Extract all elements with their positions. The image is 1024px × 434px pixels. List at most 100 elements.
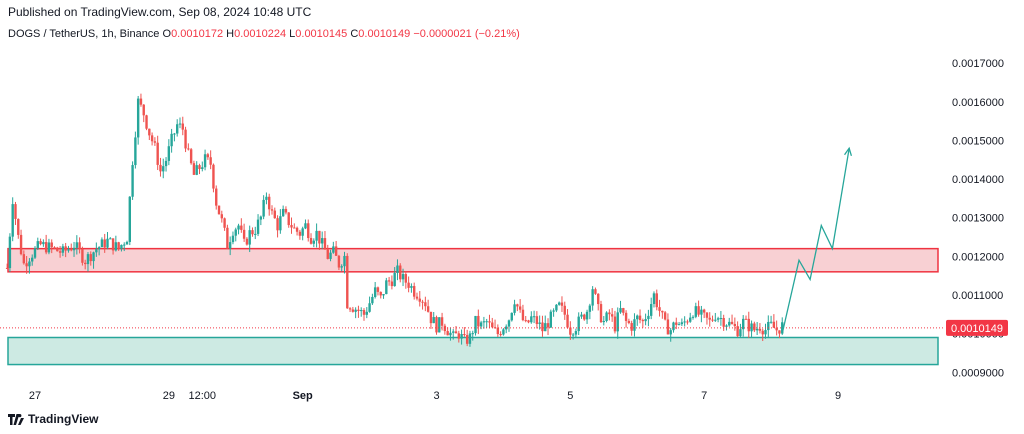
candle-body bbox=[443, 325, 447, 332]
candle-body bbox=[368, 303, 371, 312]
low-value: 0.0010145 bbox=[295, 28, 348, 40]
candle-body bbox=[109, 238, 112, 240]
candle-body bbox=[675, 322, 678, 325]
candle-body bbox=[379, 291, 382, 296]
high-value: 0.0010224 bbox=[234, 28, 287, 40]
candle-body bbox=[42, 242, 45, 245]
candle-body bbox=[142, 104, 145, 116]
candle-body bbox=[343, 255, 346, 267]
candle-body bbox=[566, 314, 569, 328]
candle-body bbox=[569, 327, 572, 335]
candle-body bbox=[755, 328, 759, 331]
y-tick-label: 0.0016000 bbox=[952, 97, 1004, 109]
candle-body bbox=[382, 294, 385, 296]
candle-body bbox=[50, 242, 53, 248]
candle-body bbox=[655, 293, 658, 308]
candle-body bbox=[156, 142, 159, 165]
candle-body bbox=[136, 98, 140, 138]
candle-body bbox=[730, 321, 734, 324]
candle-body bbox=[775, 327, 778, 331]
candle-body bbox=[641, 320, 645, 322]
candle-body bbox=[758, 328, 762, 331]
candle-body bbox=[421, 301, 424, 303]
candle-body bbox=[153, 141, 157, 143]
candle-body bbox=[192, 163, 196, 175]
projection-path bbox=[781, 148, 850, 334]
candle-body bbox=[162, 166, 165, 172]
candle-body bbox=[39, 241, 42, 245]
candle-body bbox=[535, 316, 539, 325]
candle-body bbox=[429, 311, 433, 324]
candle-body bbox=[320, 238, 324, 244]
candle-body bbox=[8, 236, 12, 269]
x-tick-label: 9 bbox=[835, 390, 841, 402]
candle-body bbox=[262, 199, 265, 217]
candle-body bbox=[549, 311, 553, 328]
candle-body bbox=[217, 205, 221, 215]
candle-body bbox=[114, 242, 118, 251]
candle-body bbox=[663, 312, 667, 320]
candle-body bbox=[273, 210, 276, 219]
candle-body bbox=[485, 321, 488, 323]
candle-body bbox=[78, 242, 81, 250]
x-tick-label: 5 bbox=[567, 390, 573, 402]
candle-body bbox=[70, 249, 73, 251]
candle-body bbox=[315, 230, 318, 241]
candle-body bbox=[175, 124, 179, 134]
candle-body bbox=[769, 321, 773, 323]
candle-body bbox=[454, 331, 458, 334]
candle-body bbox=[610, 314, 614, 317]
candle-body bbox=[680, 322, 684, 325]
candle-body bbox=[761, 330, 764, 335]
candle-body bbox=[524, 320, 527, 322]
candle-body bbox=[234, 229, 237, 236]
candle-body bbox=[714, 319, 717, 321]
candle-body bbox=[608, 312, 611, 315]
candle-body bbox=[767, 321, 770, 331]
candle-body bbox=[513, 304, 516, 313]
candle-body bbox=[399, 265, 402, 280]
candle-body bbox=[499, 334, 502, 336]
x-tick-label: 3 bbox=[433, 390, 439, 402]
candle-body bbox=[240, 225, 243, 230]
candle-body bbox=[215, 188, 218, 206]
candle-body bbox=[134, 137, 137, 166]
candle-body bbox=[521, 309, 525, 321]
candle-body bbox=[187, 148, 190, 150]
candle-body bbox=[401, 274, 405, 280]
candle-body bbox=[287, 212, 290, 226]
candle-body bbox=[67, 249, 70, 251]
candle-body bbox=[479, 322, 483, 327]
candle-body bbox=[627, 320, 631, 324]
candle-body bbox=[711, 319, 714, 321]
y-tick-label: 0.0015000 bbox=[952, 135, 1004, 147]
published-info: Published on TradingView.com, Sep 08, 20… bbox=[8, 5, 312, 19]
candle-body bbox=[541, 322, 544, 332]
candle-body bbox=[228, 242, 232, 249]
candle-body bbox=[753, 323, 756, 331]
change-value: −0.0000021 (−0.21%) bbox=[413, 28, 520, 40]
candle-body bbox=[396, 265, 399, 273]
candle-body bbox=[307, 223, 310, 239]
candle-body bbox=[17, 218, 20, 235]
candle-body bbox=[778, 330, 781, 334]
close-value: 0.0010149 bbox=[358, 28, 411, 40]
candle-body bbox=[577, 316, 580, 332]
candle-body bbox=[613, 316, 617, 332]
candle-body bbox=[594, 289, 597, 294]
candle-body bbox=[309, 238, 313, 244]
x-tick-label: 27 bbox=[29, 390, 41, 402]
close-label: C bbox=[350, 28, 359, 40]
candle-body bbox=[432, 317, 435, 324]
candle-body bbox=[226, 227, 229, 249]
candle-body bbox=[117, 242, 120, 249]
candle-body bbox=[652, 293, 656, 305]
candle-body bbox=[120, 244, 123, 249]
candle-body bbox=[36, 241, 39, 249]
candle-body bbox=[591, 289, 594, 306]
candle-body bbox=[407, 282, 410, 288]
candle-body bbox=[298, 231, 302, 236]
candle-body bbox=[689, 317, 692, 322]
candle-body bbox=[167, 146, 171, 161]
